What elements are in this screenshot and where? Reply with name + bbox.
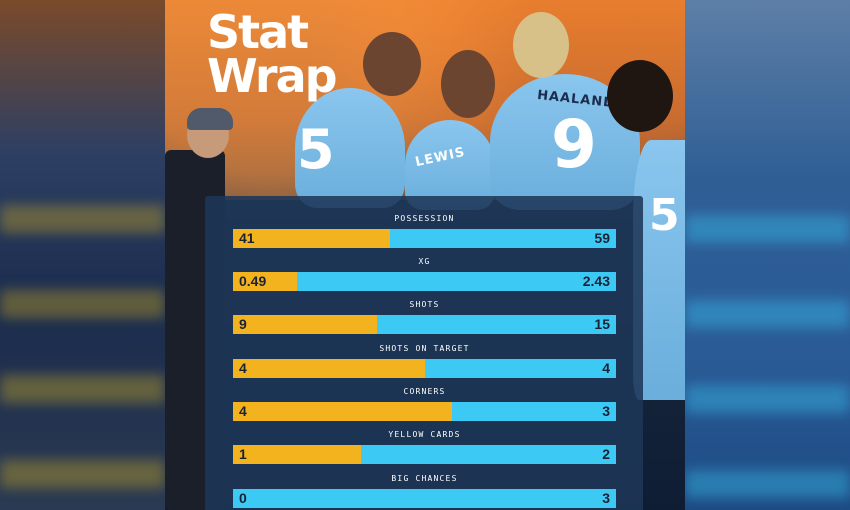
stat-label: POSSESSION (394, 214, 455, 223)
jersey-number-haaland: 9 (551, 106, 597, 183)
stat-bar-away-segment (361, 445, 616, 464)
stat-value-home: 0 (239, 490, 247, 506)
stat-bar-away-segment (297, 272, 616, 291)
stat-value-home: 0.49 (239, 273, 267, 289)
stat-bar-away-segment (233, 489, 616, 508)
stat-bar-home-segment (233, 402, 452, 421)
stat-value-home: 4 (239, 360, 247, 376)
stat-bar-home-segment (233, 315, 377, 334)
stat-bar-away-segment (390, 229, 616, 248)
stat-value-away: 2 (602, 446, 610, 462)
blur-stripe (0, 290, 165, 318)
title-line-1: Stat (207, 5, 309, 59)
stat-bar-away-segment (377, 315, 616, 334)
blur-stripe (685, 215, 850, 243)
blur-stripe (0, 375, 165, 403)
stat-bar: 0.49 2.43 (233, 272, 616, 291)
stat-value-away: 3 (602, 490, 610, 506)
player-center-head (441, 50, 495, 118)
stat-row-xg: XG 0.49 2.43 (233, 255, 616, 291)
stat-value-away: 2.43 (582, 273, 610, 289)
stat-bar: 41 59 (233, 229, 616, 248)
player-center (405, 120, 495, 210)
stat-value-home: 41 (239, 230, 255, 246)
player-haaland-head (513, 12, 569, 78)
stat-bar-away-segment (425, 359, 616, 378)
jersey-number-left: 5 (297, 118, 335, 181)
stat-label: SHOTS (409, 300, 440, 309)
jersey-number-far-right: 5 (649, 190, 680, 241)
stats-card: POSSESSION 41 59 XG 0.49 2.43 SHOTS 9 15 SHOTS ON… (205, 196, 643, 510)
stat-value-away: 15 (594, 316, 610, 332)
stat-value-home: 9 (239, 316, 247, 332)
blur-stripe (685, 470, 850, 498)
blur-stripe (0, 460, 165, 488)
player-number-5 (295, 88, 405, 208)
title-line-2: Wrap (207, 49, 338, 103)
stat-row-shots: SHOTS 9 15 (233, 298, 616, 334)
stat-label: BIG CHANCES (391, 474, 458, 483)
stat-value-away: 4 (602, 360, 610, 376)
stat-label: YELLOW CARDS (388, 430, 461, 439)
stat-bar-home-segment (233, 272, 297, 291)
player-head (363, 32, 421, 96)
blur-stripe (685, 300, 850, 328)
player-far-right-head (607, 60, 673, 132)
stat-bar-home-segment (233, 229, 390, 248)
stat-label: XG (418, 257, 431, 266)
stat-wrap-graphic: 5 LEWIS HAALAND 9 5 Stat Wrap POSSESSION… (165, 0, 685, 510)
blurred-background-right (685, 0, 850, 510)
blur-stripe (0, 205, 165, 233)
stat-row-big-chances: BIG CHANCES 0 3 (233, 472, 616, 508)
stat-bar: 9 15 (233, 315, 616, 334)
stat-bar-home-segment (233, 359, 425, 378)
stat-label: CORNERS (403, 387, 446, 396)
stat-row-yellow-cards: YELLOW CARDS 1 2 (233, 428, 616, 464)
stat-value-home: 1 (239, 446, 247, 462)
stat-label: SHOTS ON TARGET (379, 344, 470, 353)
stat-value-away: 59 (594, 230, 610, 246)
blur-stripe (685, 385, 850, 413)
stat-bar-away-segment (452, 402, 616, 421)
stat-row-possession: POSSESSION 41 59 (233, 212, 616, 248)
stat-value-away: 3 (602, 403, 610, 419)
stat-row-corners: CORNERS 4 3 (233, 385, 616, 421)
stat-wrap-title: Stat Wrap (207, 5, 338, 103)
stat-value-home: 4 (239, 403, 247, 419)
blurred-background-left (0, 0, 165, 510)
camera-operator-cap (187, 108, 233, 130)
stat-bar-home-segment (233, 445, 361, 464)
stat-row-shots-on-target: SHOTS ON TARGET 4 4 (233, 342, 616, 378)
